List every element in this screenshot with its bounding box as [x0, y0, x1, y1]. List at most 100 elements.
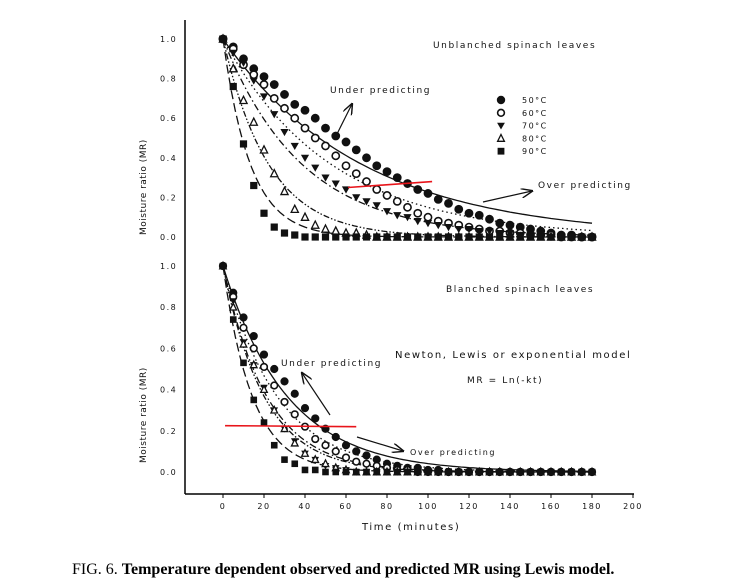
data-point-60°C: [259, 362, 269, 372]
data-point-80°C: [279, 185, 290, 196]
data-point-90°C: [403, 233, 412, 241]
legend-label: 70°C: [522, 122, 548, 131]
data-point-50°C: [341, 137, 351, 147]
data-point-60°C: [249, 70, 259, 80]
data-point-70°C: [321, 174, 330, 182]
data-point-80°C: [290, 203, 300, 214]
data-point-90°C: [537, 233, 545, 241]
y-tick-label: 1.0: [160, 35, 177, 44]
data-point-90°C: [465, 233, 473, 241]
data-point-90°C: [281, 456, 288, 463]
data-point-50°C: [269, 80, 279, 89]
data-point-50°C: [362, 451, 371, 460]
data-point-90°C: [496, 233, 504, 241]
data-point-90°C: [537, 468, 545, 476]
data-point-60°C: [311, 434, 320, 444]
data-point-60°C: [403, 202, 412, 212]
data-point-90°C: [578, 468, 586, 476]
data-point-60°C: [290, 113, 300, 123]
data-point-90°C: [516, 233, 524, 241]
data-point-50°C: [259, 350, 269, 359]
y-tick-label: 0.8: [160, 303, 177, 312]
data-point-90°C: [475, 233, 483, 241]
data-point-90°C: [424, 233, 432, 241]
bottom-title: Blanched spinach leaves: [446, 285, 594, 295]
data-point-60°C: [321, 141, 330, 151]
top-over-arrow: [482, 191, 532, 203]
data-point-60°C: [290, 410, 299, 419]
data-point-60°C: [280, 103, 289, 113]
data-point-90°C: [301, 466, 309, 474]
data-point-60°C: [331, 151, 341, 161]
model-curve-60°C: [222, 38, 593, 232]
y-tick-label: 0.6: [160, 114, 177, 123]
model-curve-50°C: [222, 38, 593, 224]
x-tick-label: 20: [257, 502, 270, 511]
data-point-60°C: [382, 191, 392, 200]
model-curve-90°C: [222, 265, 592, 473]
data-point-60°C: [270, 381, 279, 390]
data-point-90°C: [322, 468, 329, 476]
data-point-60°C: [341, 453, 351, 462]
top-under-arrow: [334, 104, 352, 139]
data-point-60°C: [351, 169, 361, 179]
data-point-90°C: [486, 468, 493, 476]
data-point-60°C: [331, 447, 340, 456]
bottom-over-label: Over predicting: [410, 448, 496, 457]
data-point-90°C: [578, 233, 586, 241]
data-point-70°C: [454, 225, 463, 234]
data-point-70°C: [362, 198, 371, 206]
data-point-50°C: [413, 185, 423, 194]
data-point-90°C: [588, 468, 596, 476]
data-point-90°C: [373, 233, 381, 241]
data-point-90°C: [393, 233, 401, 241]
data-point-80°C: [320, 223, 331, 233]
data-point-70°C: [434, 222, 443, 230]
data-point-90°C: [506, 233, 514, 241]
data-point-50°C: [495, 218, 505, 228]
data-point-80°C: [228, 301, 238, 311]
x-tick-label: 0: [220, 502, 227, 511]
data-point-50°C: [331, 432, 340, 442]
data-point-70°C: [331, 180, 340, 188]
figure-caption: FIG. 6. Temperature dependent observed a…: [72, 561, 614, 579]
data-point-90°C: [547, 468, 555, 476]
data-point-80°C: [259, 384, 269, 394]
data-point-90°C: [383, 233, 391, 241]
data-point-90°C: [414, 233, 422, 241]
y-tick-label: 0.8: [160, 75, 177, 84]
data-point-90°C: [280, 229, 289, 237]
data-point-50°C: [392, 173, 402, 182]
data-point-70°C: [290, 142, 299, 151]
x-tick-label: 80: [380, 502, 393, 511]
data-point-60°C: [362, 177, 371, 186]
data-point-60°C: [352, 457, 361, 466]
data-point-80°C: [269, 168, 279, 178]
data-point-70°C: [341, 186, 351, 194]
data-point-70°C: [270, 111, 279, 119]
data-point-80°C: [331, 225, 341, 235]
data-point-80°C: [321, 458, 330, 468]
axes: 0 20 40 60 80 100 120 140 160 180 200: [184, 20, 641, 511]
data-point-90°C: [383, 468, 391, 476]
data-point-70°C: [300, 154, 310, 162]
data-point-80°C: [310, 454, 320, 464]
data-point-90°C: [373, 468, 381, 476]
data-point-70°C: [444, 224, 453, 232]
y-tick-label: 0.2: [160, 427, 177, 436]
data-point-90°C: [219, 35, 227, 43]
data-point-90°C: [516, 468, 524, 476]
red-reference-line: [225, 424, 357, 428]
x-tick-label: 100: [418, 502, 438, 511]
legend-label: 60°C: [522, 109, 548, 118]
y-tick-label: 0.0: [160, 468, 177, 477]
data-point-70°C: [239, 59, 248, 67]
top-over-label: Over predicting: [538, 181, 632, 191]
data-point-70°C: [229, 298, 238, 305]
bottom-under-arrow: [302, 373, 331, 416]
caption-label: FIG. 6.: [72, 561, 118, 578]
moisture-ratio-chart: 0.0 0.2 0.4 0.6 0.8 1.0 0.0 0.2 0.4 0.6 0.8 1.0 0 2…: [139, 20, 641, 533]
data-point-90°C: [506, 468, 514, 476]
data-point-60°C: [372, 185, 382, 194]
data-point-90°C: [393, 468, 401, 476]
